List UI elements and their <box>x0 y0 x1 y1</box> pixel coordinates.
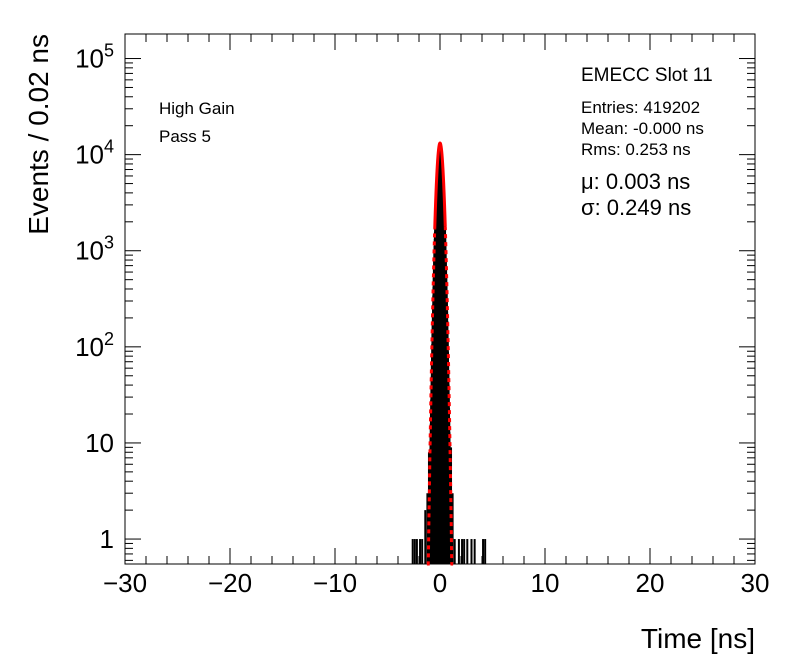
pass-label: Pass 5 <box>159 127 211 146</box>
x-tick-label: 0 <box>433 568 447 598</box>
x-tick-label: 10 <box>531 568 560 598</box>
y-tick-label: 1 <box>100 524 114 554</box>
y-axis-title: Events / 0.02 ns <box>23 34 54 235</box>
y-tick-label: 105 <box>75 41 114 74</box>
x-axis-title: Time [ns] <box>641 623 755 654</box>
y-tick-label: 104 <box>75 137 114 170</box>
y-tick-label: 102 <box>75 329 114 362</box>
y-tick-label: 10 <box>85 428 114 458</box>
x-tick-label: 30 <box>741 568 770 598</box>
stats-mean: Mean: -0.000 ns <box>581 119 704 138</box>
y-axis-ticks <box>125 58 755 561</box>
x-axis-tick-labels: −30 −20 −10 0 10 20 30 <box>103 568 770 598</box>
histogram-series <box>411 143 487 564</box>
fit-curve-dashed-right <box>443 226 454 566</box>
x-tick-label: −30 <box>103 568 147 598</box>
chart-title: EMECC Slot 11 <box>581 65 713 86</box>
x-tick-label: 20 <box>636 568 665 598</box>
y-tick-label: 103 <box>75 233 114 266</box>
stats-entries: Entries: 419202 <box>581 98 700 117</box>
gaussian-fit-series <box>426 141 454 566</box>
fit-sigma: σ: 0.249 ns <box>581 195 691 220</box>
x-axis-ticks <box>124 34 756 564</box>
gain-label: High Gain <box>159 99 235 118</box>
fit-curve-dashed-left <box>426 228 437 566</box>
y-axis-tick-labels: 1 10 102 103 104 105 <box>75 41 114 555</box>
fit-mu: μ: 0.003 ns <box>581 169 690 194</box>
x-tick-label: −20 <box>208 568 252 598</box>
fit-curve-solid <box>433 141 447 229</box>
stats-rms: Rms: 0.253 ns <box>581 140 691 159</box>
x-tick-label: −10 <box>313 568 357 598</box>
